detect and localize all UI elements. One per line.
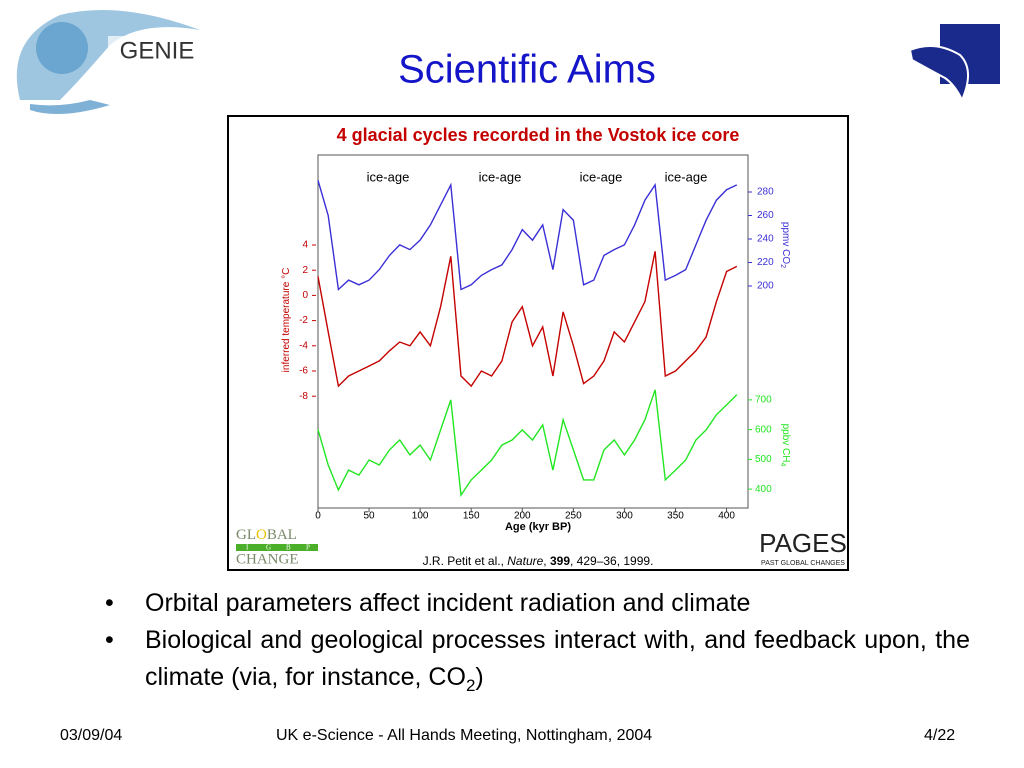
- genie-logo: GENIE: [16, 10, 206, 114]
- logo-globe: [36, 22, 88, 74]
- y-axis-label: ppmv CO2: [779, 222, 791, 268]
- citation-part: Nature: [507, 554, 543, 568]
- citation-part: J.R. Petit et al.,: [423, 554, 508, 568]
- bullet-dot: •: [105, 589, 114, 617]
- x-tick-label: 300: [616, 511, 633, 522]
- figure-frame: [227, 115, 849, 571]
- citation-part: , 429–36, 1999.: [570, 554, 653, 568]
- footer-event: UK e-Science - All Hands Meeting, Nottin…: [276, 727, 653, 744]
- bullet: • Orbital parameters affect incident radi…: [105, 585, 970, 622]
- logo-lamp: [30, 100, 110, 114]
- x-tick-label: 250: [565, 511, 582, 522]
- axis-label-part: 4: [779, 463, 786, 467]
- bullet-dot: •: [105, 626, 114, 654]
- citation: J.R. Petit et al., Nature, 399, 429–36, …: [423, 554, 654, 568]
- global-change-logo: GLOBAL I G B P CHANGE: [236, 527, 318, 567]
- y-tick-label: -2: [299, 315, 308, 326]
- citation-part: ,: [543, 554, 550, 568]
- x-tick-label: 350: [667, 511, 684, 522]
- footer-page: 4/22: [924, 727, 956, 744]
- axis-label-part: inferred temperature °C: [281, 268, 292, 373]
- footer-date: 03/09/04: [60, 727, 123, 744]
- series-line: [317, 180, 738, 291]
- x-tick-label: 150: [463, 511, 480, 522]
- y-tick-label: 600: [755, 424, 772, 435]
- logo-text: CHANGE: [236, 551, 299, 567]
- bullet-text: Orbital parameters affect incident radia…: [145, 589, 751, 617]
- x-tick-label: 100: [412, 511, 429, 522]
- bullet: • Biological and geological processes int…: [105, 622, 970, 704]
- y-tick-label: 280: [757, 187, 774, 198]
- x-tick-label: 50: [364, 511, 376, 522]
- logo-part: BAL: [267, 527, 297, 543]
- logo-plate: [108, 36, 206, 66]
- logo-text: GLOBAL: [236, 527, 297, 543]
- y-tick-label: 2: [302, 265, 308, 276]
- bullet-text: Biological and geological processes inte…: [145, 622, 970, 704]
- axis-label-part: 2: [779, 264, 786, 268]
- logo-text: B: [286, 544, 291, 552]
- axis-label-part: ppmv CO: [780, 222, 791, 264]
- y-tick-label: 0: [302, 290, 308, 301]
- y-tick-label: 4: [302, 240, 308, 251]
- series-line: [317, 389, 738, 498]
- logo-text: I: [246, 544, 249, 552]
- y-tick-label: 220: [757, 257, 774, 268]
- y-axis-label: inferred temperature °C: [281, 268, 292, 373]
- annotation: ice-age: [367, 169, 410, 184]
- annotation: ice-age: [479, 169, 522, 184]
- pages-logo: PAGES: [759, 528, 847, 558]
- figure-title: 4 glacial cycles recorded in the Vostok …: [337, 125, 740, 145]
- y-tick-label: -8: [299, 391, 308, 402]
- bullet-part: 2: [465, 676, 476, 695]
- x-axis-label: Age (kyr BP): [505, 521, 571, 533]
- y-tick-label: -4: [299, 340, 308, 351]
- x-tick-label: 200: [514, 511, 531, 522]
- bullet-part: Biological and geological processes inte…: [145, 626, 970, 691]
- x-tick-label: 0: [315, 511, 321, 522]
- annotation: ice-age: [665, 169, 708, 184]
- logo-bar: [236, 544, 318, 551]
- logo-text: GENIE: [120, 37, 195, 64]
- logo-text: P: [306, 544, 310, 552]
- y-tick-label: 240: [757, 234, 774, 245]
- axis-label-part: ppbv CH: [780, 424, 791, 463]
- annotation: ice-age: [580, 169, 623, 184]
- citation-part: 399: [550, 554, 570, 568]
- y-tick-label: 400: [755, 484, 772, 495]
- y-tick-label: 500: [755, 454, 772, 465]
- dolphin-logo: [908, 24, 1000, 103]
- y-tick-label: 200: [757, 281, 774, 292]
- logo-part: O: [256, 527, 267, 543]
- dolphin: [908, 45, 969, 103]
- slide-title: Scientific Aims: [398, 48, 656, 92]
- x-tick-label: 400: [718, 511, 735, 522]
- logo-part: GL: [236, 527, 256, 543]
- y-axis-label: ppbv CH4: [779, 424, 791, 467]
- series-line: [317, 251, 738, 388]
- y-tick-label: 260: [757, 210, 774, 221]
- logo-text: G: [266, 544, 271, 552]
- y-tick-label: -6: [299, 366, 308, 377]
- pages-sub: PAST GLOBAL CHANGES: [761, 560, 845, 567]
- bullet-part: ): [475, 663, 484, 691]
- plot-frame: [317, 154, 749, 509]
- y-tick-label: 700: [755, 395, 772, 406]
